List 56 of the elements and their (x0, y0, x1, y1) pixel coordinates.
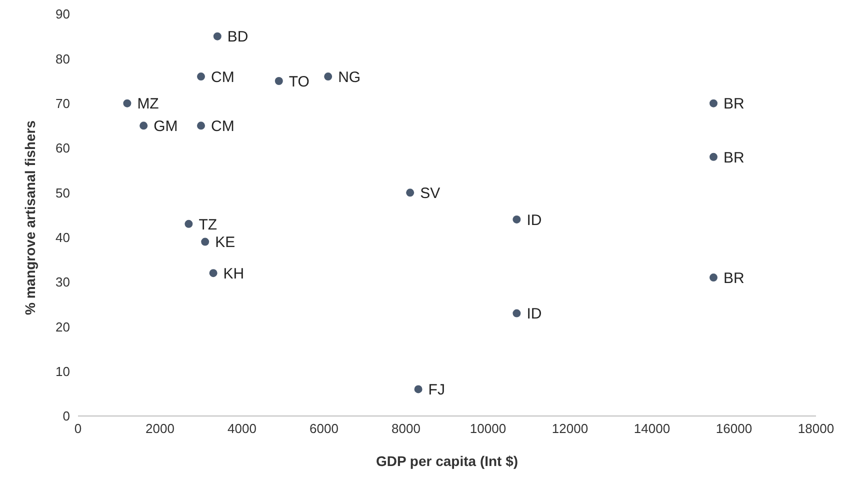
point (140, 122, 148, 130)
point (710, 99, 718, 108)
point (710, 152, 718, 161)
y-tick-label: 60 (56, 140, 70, 156)
x-tick-label: 12000 (552, 421, 588, 436)
annotation: ID (526, 306, 542, 323)
annotation: KH (223, 265, 244, 282)
annotation: NG (338, 68, 361, 86)
annotation: SV (420, 184, 440, 202)
annotation: BD (227, 28, 248, 46)
x-tick-label: 14000 (634, 421, 670, 436)
point (512, 309, 521, 318)
annotation: ID (526, 212, 542, 229)
x-tick-label: 16000 (716, 421, 752, 436)
point (512, 215, 521, 224)
y-tick-label: 80 (56, 51, 70, 66)
annotation: CM (211, 118, 234, 135)
y-tick-label: 70 (56, 96, 70, 111)
annotation: KE (215, 234, 236, 252)
point (414, 385, 422, 394)
y-tick-label: 10 (56, 364, 70, 379)
annotation: TO (288, 73, 310, 90)
y-tick-label: 40 (56, 230, 70, 245)
y-axis-title: % mangrove artisanal fishers (22, 120, 38, 315)
x-tick-label: 8000 (392, 421, 420, 436)
y-tick-label: 50 (56, 185, 70, 200)
y-tick-label: 90 (56, 6, 70, 22)
point (324, 72, 332, 81)
x-axis-title: GDP per capita (Int $) (376, 453, 518, 469)
x-tick-label: 18000 (798, 421, 834, 436)
x-tick-label: 4000 (228, 421, 256, 436)
annotation: CM (211, 68, 234, 86)
point (209, 269, 218, 278)
point (184, 220, 193, 228)
x-tick-label: 2000 (146, 421, 174, 436)
point (274, 77, 283, 85)
point (406, 188, 414, 197)
annotation: BR (724, 149, 745, 166)
annotation: MZ (137, 96, 159, 113)
x-tick-label: 10000 (470, 421, 506, 436)
point (197, 72, 205, 81)
point (710, 274, 718, 282)
point (197, 122, 205, 130)
point (213, 32, 222, 40)
point (123, 99, 132, 108)
annotation: GM (154, 118, 178, 135)
point (201, 238, 210, 246)
x-tick-label: 6000 (310, 421, 338, 436)
y-tick-label: 0 (62, 408, 70, 424)
annotation: FJ (428, 382, 445, 399)
annotation: BR (724, 96, 745, 113)
x-tick-label: 0 (74, 421, 82, 436)
y-tick-label: 30 (56, 274, 70, 290)
annotation: TZ (198, 216, 218, 234)
y-tick-label: 20 (56, 319, 70, 334)
annotation: BR (724, 270, 745, 287)
